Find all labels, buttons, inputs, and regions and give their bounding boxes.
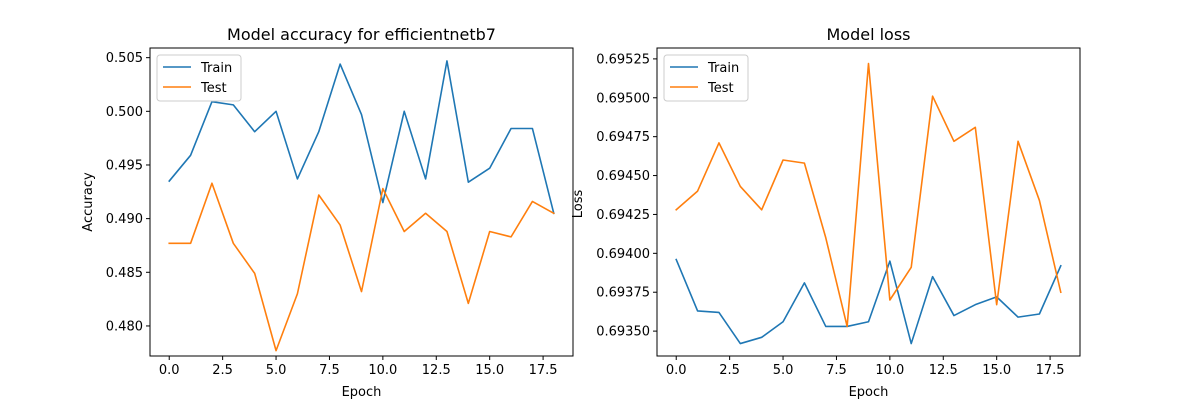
accuracy-x-tick-label: 7.5 (319, 363, 340, 378)
loss-x-tick-label: 7.5 (826, 363, 847, 378)
accuracy-x-tick-label: 2.5 (212, 363, 233, 378)
loss-test-line (675, 62, 1062, 328)
loss-legend-train-label: Train (707, 61, 739, 76)
loss-x-axis-label: Epoch (849, 385, 889, 400)
loss-legend-test-label: Test (707, 81, 734, 96)
accuracy-ticks: 0.0 2.5 5.0 7.5 10.0 12.5 15.0 17.5 0.480 0.485 0.… (106, 51, 558, 378)
loss-chart-title: Model loss (826, 25, 910, 44)
loss-y-tick-label: 0.69375 (596, 286, 650, 301)
loss-y-tick-label: 0.69425 (596, 208, 650, 223)
loss-y-tick-label: 0.69525 (596, 52, 650, 67)
accuracy-y-tick-label: 0.495 (106, 158, 143, 173)
loss-x-tick-label: 15.0 (982, 363, 1011, 378)
loss-x-tick-label: 12.5 (929, 363, 958, 378)
accuracy-chart-title: Model accuracy for efficientnetb7 (227, 25, 496, 44)
accuracy-x-tick-label: 0.0 (159, 363, 180, 378)
loss-train-line (675, 258, 1062, 345)
accuracy-y-axis-label: Accuracy (81, 172, 96, 232)
loss-y-tick-label: 0.69400 (596, 247, 650, 262)
loss-chart: 0.0 2.5 5.0 7.5 10.0 12.5 15.0 17.5 0.69350 0.693… (571, 25, 1081, 400)
loss-x-tick-label: 5.0 (773, 363, 794, 378)
accuracy-y-tick-label: 0.485 (106, 266, 143, 281)
loss-legend: Train Test (663, 54, 749, 102)
loss-x-tick-label: 2.5 (719, 363, 740, 378)
loss-x-tick-label: 0.0 (666, 363, 687, 378)
accuracy-legend-test-label: Test (200, 81, 227, 96)
accuracy-test-line (168, 182, 555, 352)
accuracy-legend-train-label: Train (200, 61, 232, 76)
accuracy-chart: 0.0 2.5 5.0 7.5 10.0 12.5 15.0 17.5 0.480 0.485 0.… (81, 25, 574, 400)
accuracy-y-tick-label: 0.505 (106, 51, 143, 66)
loss-series-lines (675, 62, 1062, 345)
accuracy-series-lines (168, 60, 555, 352)
accuracy-y-tick-label: 0.480 (106, 319, 143, 334)
accuracy-x-tick-label: 5.0 (266, 363, 287, 378)
loss-y-tick-label: 0.69500 (596, 91, 650, 106)
loss-y-tick-label: 0.69350 (596, 325, 650, 340)
loss-x-tick-label: 10.0 (875, 363, 904, 378)
loss-y-tick-label: 0.69450 (596, 169, 650, 184)
loss-plot-frame (656, 47, 1081, 357)
loss-y-axis-label: Loss (571, 190, 586, 219)
accuracy-y-tick-label: 0.490 (106, 212, 143, 227)
loss-y-tick-label: 0.69475 (596, 130, 650, 145)
accuracy-x-tick-label: 15.0 (475, 363, 504, 378)
accuracy-y-tick-label: 0.500 (106, 105, 143, 120)
accuracy-x-tick-label: 10.0 (368, 363, 397, 378)
accuracy-plot-frame (149, 47, 574, 357)
accuracy-x-axis-label: Epoch (342, 385, 382, 400)
accuracy-x-tick-label: 17.5 (529, 363, 558, 378)
accuracy-legend: Train Test (156, 54, 242, 102)
loss-x-tick-label: 17.5 (1036, 363, 1065, 378)
accuracy-train-line (168, 60, 555, 215)
accuracy-x-tick-label: 12.5 (422, 363, 451, 378)
loss-ticks: 0.0 2.5 5.0 7.5 10.0 12.5 15.0 17.5 0.69350 0.693… (596, 52, 1064, 378)
